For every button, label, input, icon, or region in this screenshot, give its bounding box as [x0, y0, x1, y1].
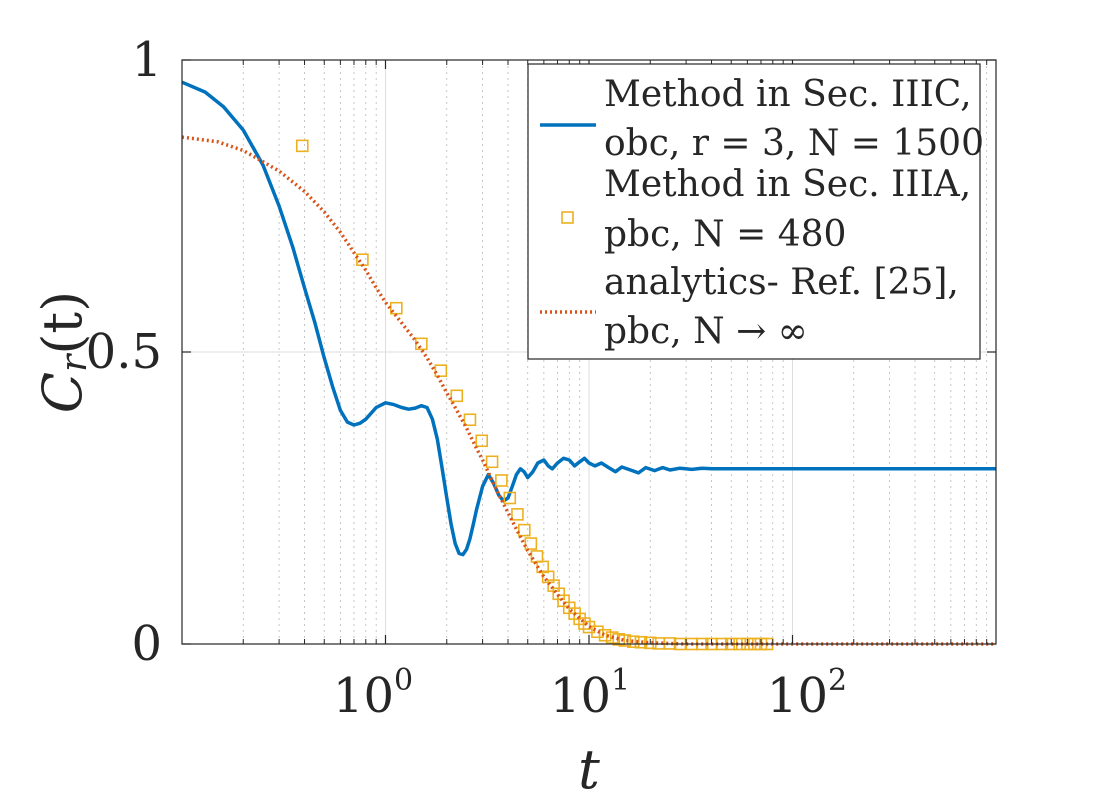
data-point: [450, 389, 464, 403]
data-point: [578, 617, 591, 630]
data-point: [503, 491, 517, 505]
data-point: [582, 620, 596, 634]
y-tick-label: 0: [131, 616, 162, 672]
legend-box: [527, 63, 981, 360]
data-point: [511, 508, 524, 521]
series-line-solid: [181, 80, 996, 557]
y-tick-label: 0.5: [86, 324, 162, 380]
x-tick-label: 100: [333, 663, 413, 724]
data-point: [475, 434, 489, 448]
y-tick-label: 1: [131, 32, 162, 88]
y-tick-labels: 0 0.5 1: [86, 32, 162, 672]
data-point: [518, 523, 531, 537]
legend-entry-label: Method in Sec. IIIC,: [604, 74, 972, 115]
data-point: [463, 413, 477, 427]
data-point: [295, 139, 309, 153]
data-point: [434, 364, 448, 377]
legend-entry-label: pbc, N = 480: [604, 214, 846, 255]
data-point: [524, 537, 538, 550]
data-point: [591, 625, 604, 639]
x-tick-label: 101: [550, 663, 630, 724]
y-axis-label: Cr(t): [31, 291, 95, 413]
x-tick-label: 102: [767, 663, 847, 724]
legend: Method in Sec. IIIC, obc, r = 3, N = 150…: [527, 63, 984, 360]
legend-entry-label: pbc, N → ∞: [604, 311, 808, 352]
legend-entry-label: analytics- Ref. [25],: [604, 262, 959, 303]
data-point: [598, 628, 612, 642]
data-point: [495, 474, 508, 487]
data-point: [618, 634, 632, 647]
x-axis-label: t: [578, 738, 600, 800]
legend-entry-label: obc, r = 3, N = 1500: [604, 123, 984, 164]
data-point: [485, 455, 499, 469]
legend-swatch-square: [561, 211, 574, 224]
series-line-dotted: [181, 135, 996, 646]
tick-marks: [182, 59, 996, 645]
x-tick-labels: 100 101 102: [333, 663, 847, 724]
legend-entry-label: Method in Sec. IIIA,: [604, 164, 971, 205]
data-point: [643, 636, 657, 650]
